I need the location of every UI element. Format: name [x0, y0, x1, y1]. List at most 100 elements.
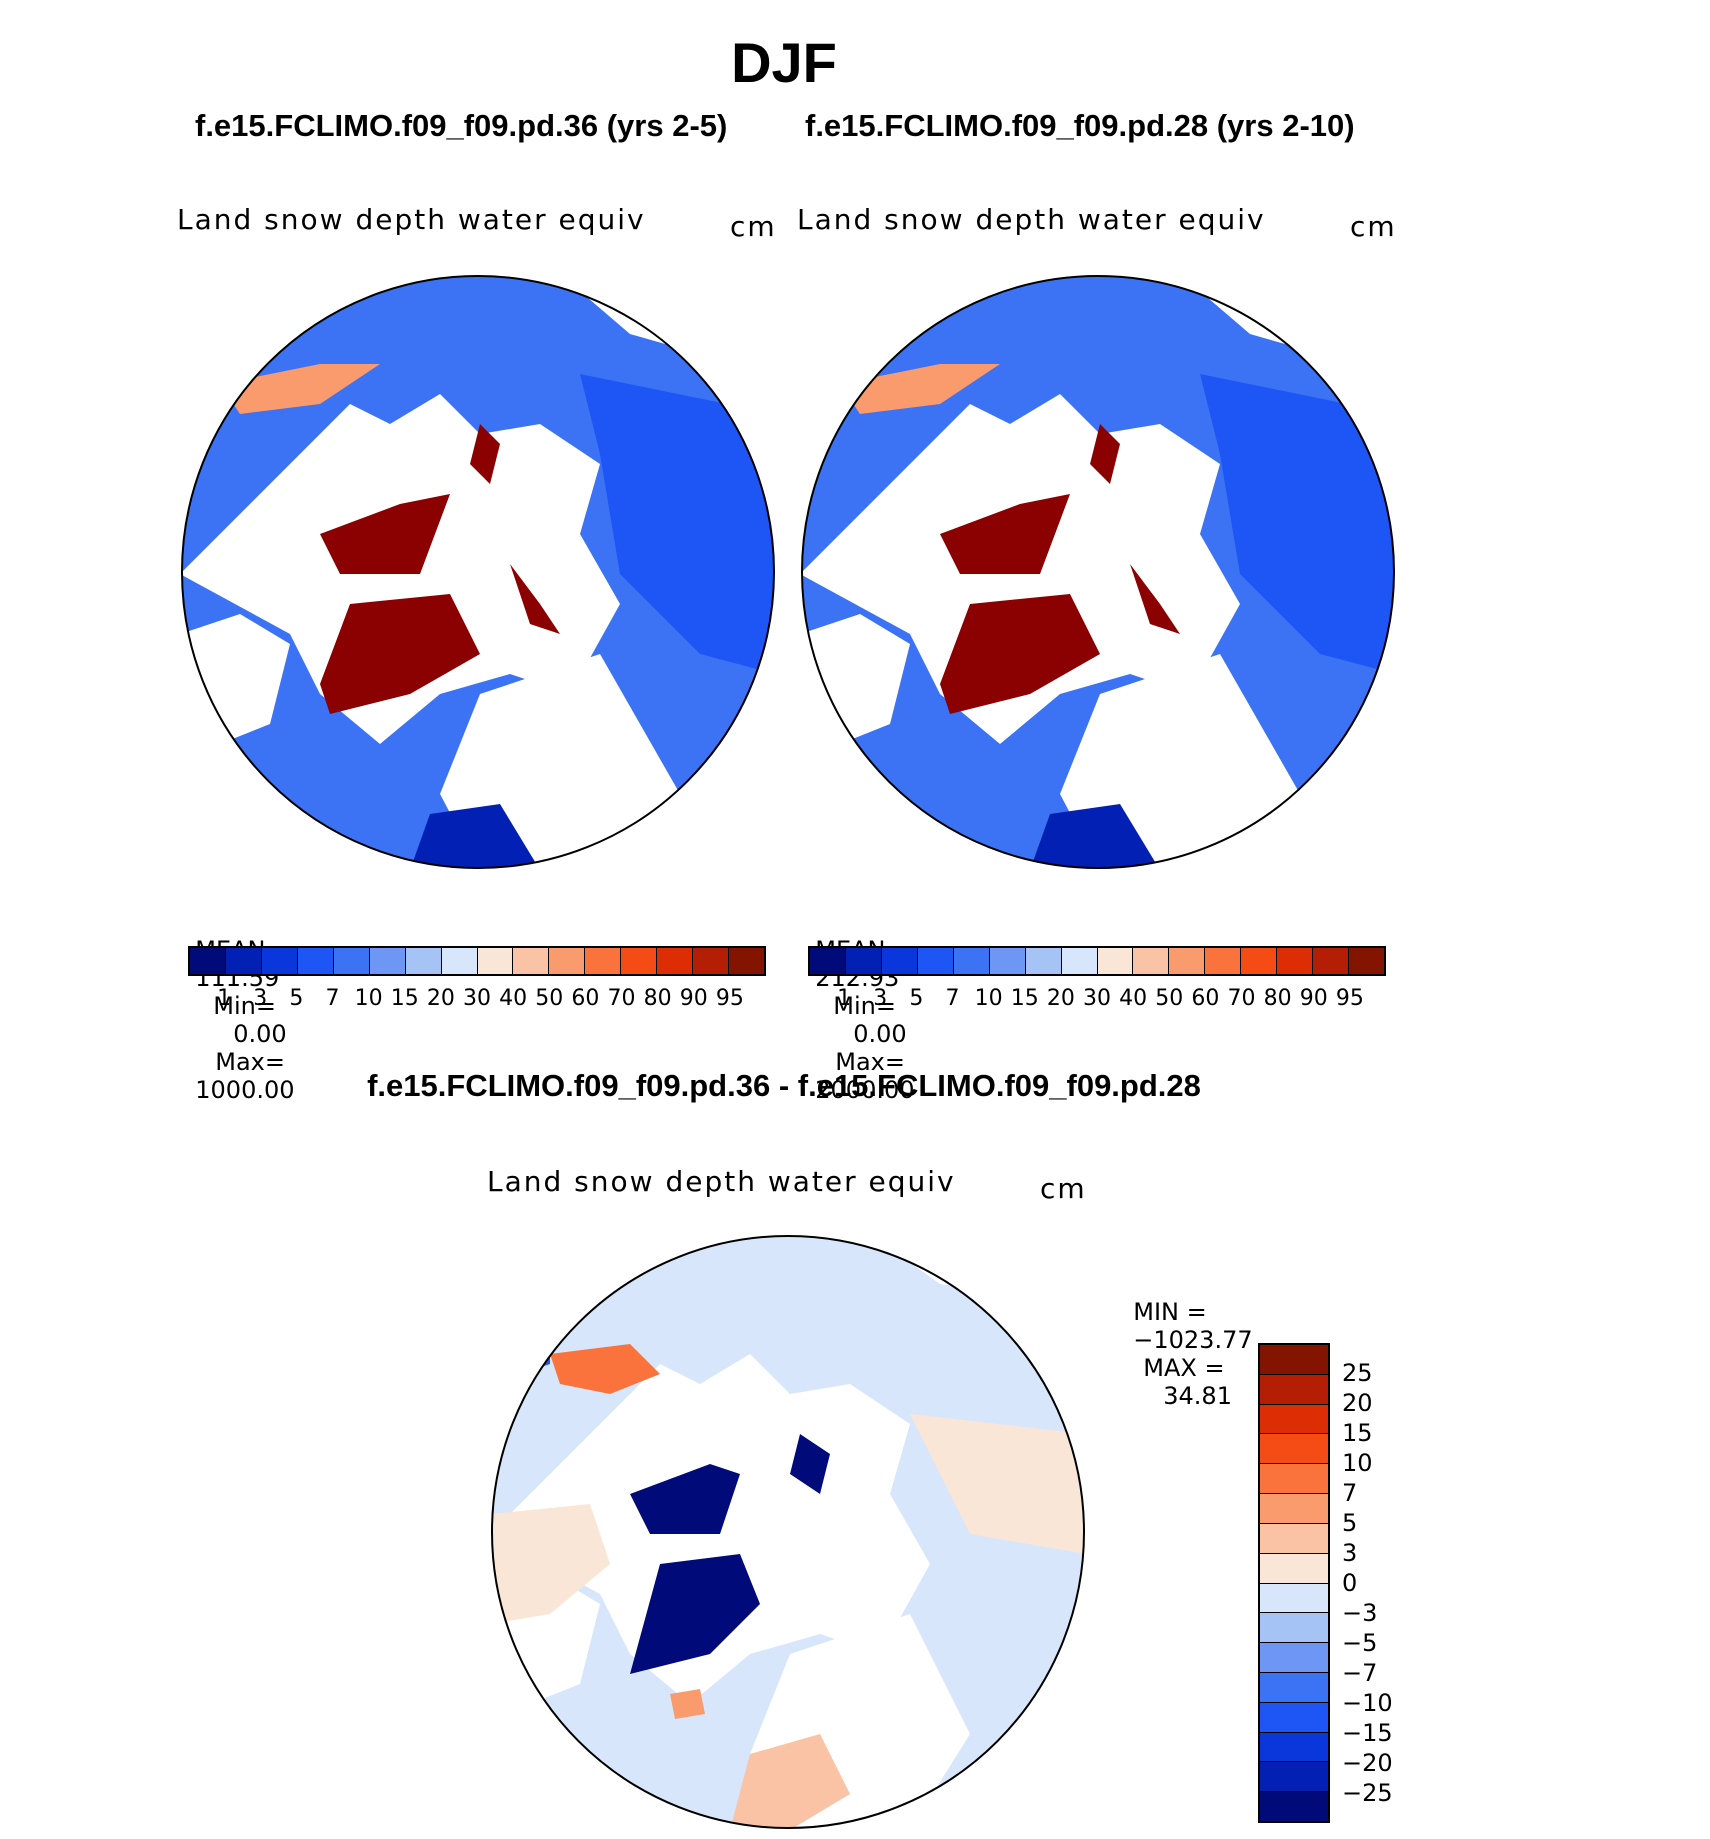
diff-colorbar-tick-label: 7: [1342, 1479, 1358, 1507]
diff-colorbar-swatch: [1260, 1643, 1328, 1673]
diff-colorbar-tick-label: −15: [1342, 1719, 1393, 1747]
panel-1-colorbar-tick-label: 50: [535, 986, 564, 1011]
diff-colorbar-tick-label: 3: [1342, 1539, 1358, 1567]
diff-colorbar: [1258, 1343, 1330, 1823]
panel-1-max-value: 1000.00: [195, 1076, 295, 1104]
diff-colorbar-tick-label: −3: [1342, 1599, 1378, 1627]
diff-colorbar-tick-label: −10: [1342, 1689, 1393, 1717]
diff-min-value: −1023.77: [1133, 1326, 1253, 1354]
panel-1-colorbar-tick-label: 20: [426, 986, 455, 1011]
panel-1-colorbar-tick-label: 7: [325, 986, 340, 1011]
diff-max-label: MAX =: [1143, 1354, 1225, 1382]
diff-colorbar-swatch: [1260, 1732, 1328, 1763]
panel-2-colorbar-swatch: [953, 948, 990, 974]
panel-1-colorbar-tick-label: 30: [463, 986, 491, 1011]
diff-iceland: [670, 1689, 705, 1719]
panel-1-colorbar-tick-label: 95: [715, 986, 744, 1011]
panel-1-variable-label: Land snow depth water equiv: [177, 203, 646, 236]
panel-2-colorbar-swatch: [1241, 948, 1278, 974]
diff-colorbar-tick-label: −20: [1342, 1749, 1393, 1777]
panel-2-colorbar-tick-label: 15: [1010, 986, 1039, 1011]
panel-2-colorbar-tick-label: 80: [1263, 986, 1292, 1011]
panel-1-colorbar-labels: 1 3 5 7 10 15 20 30 40 50 60 70 80 90 95: [188, 986, 766, 1016]
diff-colorbar-tick-label: 5: [1342, 1509, 1358, 1537]
panel-2-colorbar-labels: 1 3 5 7 10 15 20 30 40 50 60 70 80 90 95: [808, 986, 1386, 1016]
diff-colorbar-swatch: [1260, 1494, 1328, 1524]
panel-1-min-value: 0.00: [233, 1020, 287, 1048]
panel-2-colorbar-swatch: [1349, 948, 1384, 974]
diff-colorbar-swatch: [1260, 1792, 1328, 1821]
diff-colorbar-tick-label: −7: [1342, 1659, 1378, 1687]
panel-1-colorbar-swatch: [333, 948, 370, 974]
panel-1-colorbar-tick-label: 80: [643, 986, 672, 1011]
panel-2-colorbar-tick-label: 7: [945, 986, 960, 1011]
panel-2-colorbar-swatch: [881, 948, 918, 974]
panel-1-colorbar-swatch: [225, 948, 262, 974]
panel-2-svalbard: [1090, 424, 1120, 484]
panel-2-colorbar-swatch: [1133, 948, 1170, 974]
panel-1-colorbar-tick-label: 60: [571, 986, 600, 1011]
panel-2-colorbar-swatch: [810, 948, 846, 974]
panel-1-colorbar-swatch: [513, 948, 550, 974]
diff-colorbar-tick-label: −5: [1342, 1629, 1378, 1657]
panel-2-colorbar-swatch: [1205, 948, 1242, 974]
diff-colorbar-swatch: [1260, 1464, 1328, 1495]
panel-1-colorbar-swatch: [297, 948, 334, 974]
panel-1-colorbar-swatch: [405, 948, 442, 974]
panel-1-alaska-high: [220, 364, 380, 414]
panel-2-colorbar-tick-label: 50: [1155, 986, 1184, 1011]
panel-2-max-label: Max=: [835, 1048, 905, 1076]
panel-1-colorbar-tick-label: 40: [499, 986, 528, 1011]
diff-siberia-positive: [910, 1414, 1084, 1554]
panel-1-svalbard: [470, 424, 500, 484]
diff-colorbar-tick-label: 25: [1342, 1359, 1373, 1387]
diff-canada-positive: [492, 1504, 610, 1624]
panel-1-colorbar: [188, 946, 766, 976]
panel-2-archipelago: [940, 494, 1070, 574]
panel-1-greenland: [320, 594, 480, 714]
panel-1-colorbar-tick-label: 70: [607, 986, 636, 1011]
panel-2-colorbar-tick-label: 60: [1191, 986, 1220, 1011]
panel-2-case-title: f.e15.FCLIMO.f09_f09.pd.28 (yrs 2-10): [805, 108, 1355, 143]
panel-1-colorbar-swatch: [190, 948, 226, 974]
panel-1-archipelago: [320, 494, 450, 574]
panel-2-units-label: cm: [1350, 210, 1397, 243]
panel-1-colorbar-tick-label: 1: [217, 986, 232, 1011]
diff-colorbar-swatch: [1260, 1404, 1328, 1435]
panel-1-novaya-zemlya: [510, 564, 560, 634]
panel-2-novaya-zemlya: [1130, 564, 1180, 634]
panel-1-colorbar-tick-label: 90: [679, 986, 708, 1011]
diff-units-label: cm: [1040, 1172, 1087, 1205]
panel-1-colorbar-tick-label: 10: [354, 986, 383, 1011]
panel-1-colorbar-swatch: [261, 948, 298, 974]
panel-2-colorbar-tick-label: 95: [1335, 986, 1364, 1011]
diff-map-border: [491, 1235, 1085, 1829]
panel-1-colorbar-tick-label: 3: [253, 986, 268, 1011]
panel-2-colorbar-swatch: [845, 948, 882, 974]
diff-colorbar-tick-label: 15: [1342, 1419, 1373, 1447]
diff-max-value: 34.81: [1163, 1382, 1232, 1410]
diff-greenland: [630, 1554, 760, 1674]
figure-title: DJF: [731, 31, 837, 94]
panel-2-colorbar-tick-label: 40: [1119, 986, 1148, 1011]
panel-1-colorbar-swatch: [693, 948, 730, 974]
panel-1-colorbar-swatch: [441, 948, 478, 974]
diff-polar-map: [491, 1235, 1085, 1829]
panel-2-colorbar-swatch: [1277, 948, 1314, 974]
panel-2-colorbar-swatch: [1313, 948, 1350, 974]
panel-1-colorbar-swatch: [657, 948, 694, 974]
panel-2-colorbar-tick-label: 3: [873, 986, 888, 1011]
panel-2-colorbar-swatch: [1169, 948, 1206, 974]
diff-colorbar-swatch: [1260, 1762, 1328, 1793]
diff-colorbar-swatch: [1260, 1553, 1328, 1584]
panel-2-colorbar-swatch: [989, 948, 1026, 974]
panel-2-siberia: [1200, 374, 1394, 674]
panel-1-colorbar-swatch: [729, 948, 764, 974]
panel-1-colorbar-swatch: [585, 948, 622, 974]
diff-title: f.e15.FCLIMO.f09_f09.pd.36 - f.e15.FCLIM…: [367, 1068, 1201, 1103]
panel-1-max-label: Max=: [215, 1048, 285, 1076]
panel-1-colorbar-tick-label: 15: [390, 986, 419, 1011]
panel-2-colorbar-tick-label: 10: [974, 986, 1003, 1011]
panel-2-greenland: [940, 594, 1100, 714]
panel-2-europe: [1030, 804, 1160, 868]
